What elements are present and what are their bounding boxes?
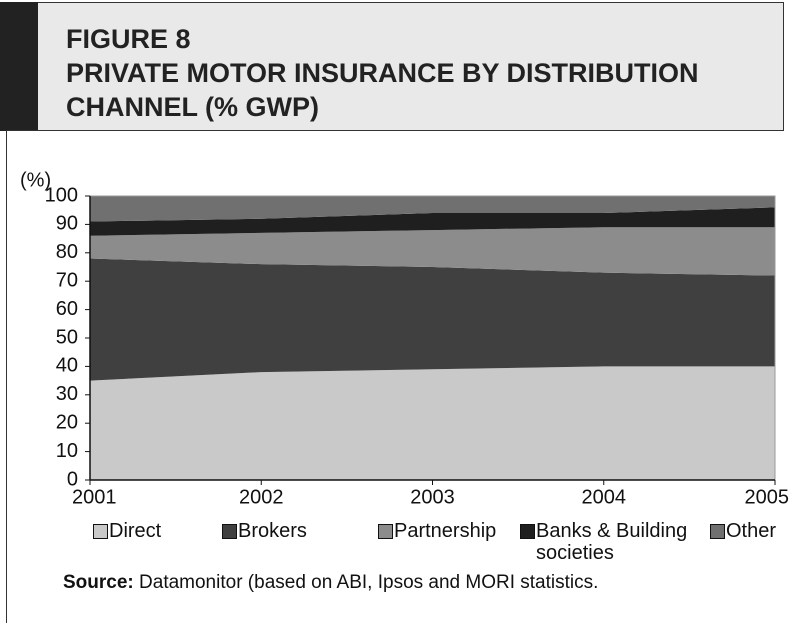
legend-label: Direct [109,520,162,542]
legend-label: Banks & Building societies [536,520,688,564]
legend-label: Brokers [238,520,307,542]
legend-swatch [93,524,108,539]
y-tick-label: 80 [56,241,78,263]
x-tick-label: 2005 [745,486,790,508]
legend-swatch [222,524,237,539]
y-tick-label: 10 [56,440,78,462]
y-tick-label: 90 [56,213,78,235]
y-tick-label: 20 [56,411,78,433]
y-tick-label: 30 [56,383,78,405]
y-tick-label: 50 [56,326,78,348]
border [6,130,784,131]
area [90,366,775,480]
y-tick-label: 0 [67,468,78,490]
area [90,196,775,222]
source: Source: Datamonitor (based on ABI, Ipsos… [63,572,598,594]
y-tick-label: 40 [56,355,78,377]
legend-label: Partnership [394,520,497,542]
figure-label: FIGURE 8 [66,24,191,54]
legend-label: Other [726,520,777,542]
source-text: Datamonitor (based on ABI, Ipsos and MOR… [139,572,599,593]
x-tick-label: 2002 [239,486,284,508]
x-tick-label: 2003 [410,486,455,508]
x-tick-label: 2004 [582,486,627,508]
chart-title: PRIVATE MOTOR INSURANCE BY DISTRIBUTION … [66,58,699,122]
source-label: Source: [63,572,134,593]
y-axis-label: (%) [20,169,51,191]
legend-swatch [710,524,725,539]
area [90,258,775,381]
header [38,2,783,131]
header-bar [0,2,38,131]
legend-swatch [520,524,535,539]
x-tick-label: 2001 [72,486,117,508]
y-tick-label: 60 [56,298,78,320]
border [6,131,7,623]
area [90,207,775,236]
legend-swatch [378,524,393,539]
border [783,2,784,131]
area [90,227,775,276]
y-tick-label: 70 [56,269,78,291]
y-tick-label: 100 [45,184,78,206]
